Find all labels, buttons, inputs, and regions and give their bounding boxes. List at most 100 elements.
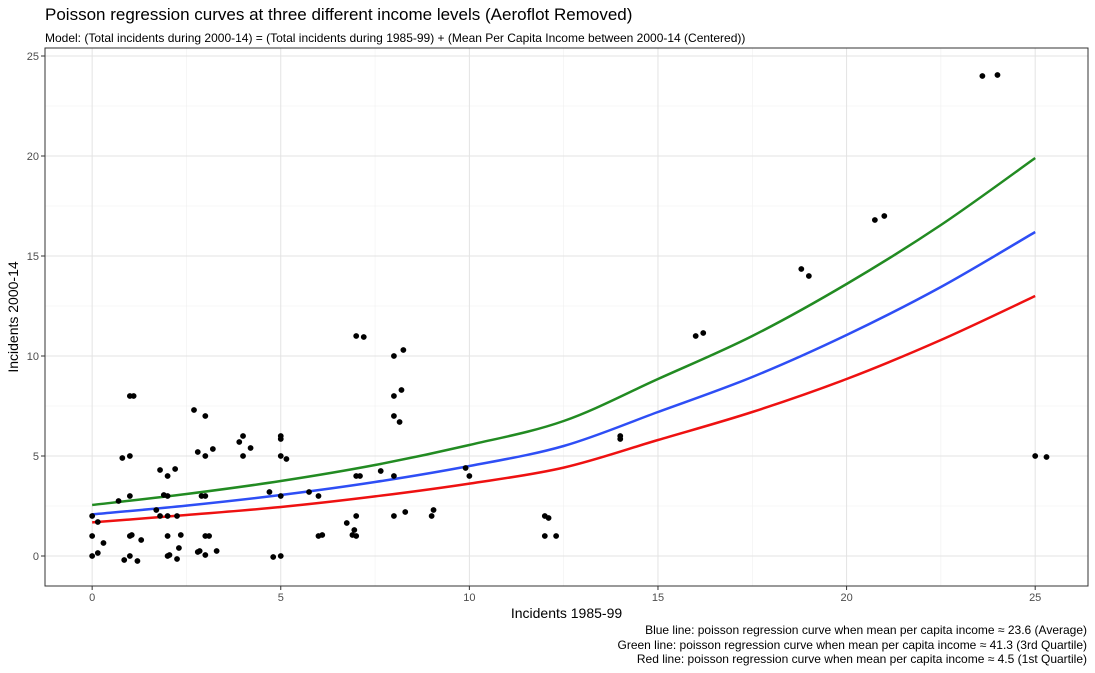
data-point — [270, 554, 277, 560]
data-point — [164, 493, 171, 499]
data-point — [353, 333, 360, 339]
data-point — [119, 455, 126, 461]
data-point — [343, 520, 350, 526]
chart-subtitle: Model: (Total incidents during 2000-14) … — [45, 31, 746, 45]
caption: Blue line: poisson regression curve when… — [618, 623, 1088, 667]
data-point — [391, 413, 397, 419]
data-point — [247, 445, 254, 451]
x-axis: 0 5 10 15 20 25 — [89, 586, 1041, 604]
blue-line-curve — [92, 230, 1036, 516]
y-tick-label: 20 — [27, 151, 39, 163]
data-point — [89, 533, 96, 539]
data-point — [617, 436, 624, 442]
panel-background — [45, 48, 1088, 586]
green-line-curve — [92, 156, 1036, 507]
x-tick-label: 10 — [463, 592, 475, 604]
data-point — [153, 507, 160, 513]
data-point — [177, 532, 184, 538]
data-point — [1043, 454, 1050, 460]
y-tick-label: 15 — [27, 251, 39, 263]
data-point — [100, 540, 107, 546]
data-point — [202, 552, 209, 558]
x-axis-title: Incidents 1985-99 — [511, 605, 623, 621]
data-point — [805, 273, 812, 279]
data-point — [157, 467, 163, 473]
data-point — [213, 548, 220, 554]
data-point — [994, 72, 1001, 78]
data-point — [396, 419, 403, 425]
data-point — [194, 449, 201, 455]
data-point — [360, 334, 367, 340]
x-tick-label: 20 — [840, 592, 852, 604]
data-point — [166, 552, 173, 558]
data-point — [353, 533, 360, 539]
data-point — [94, 519, 101, 525]
data-point — [138, 537, 145, 543]
data-point — [377, 468, 384, 474]
caption-red-line: Red line: poisson regression curve when … — [636, 652, 1087, 666]
data-point — [236, 439, 243, 445]
data-point — [174, 513, 180, 519]
data-point — [353, 513, 360, 519]
data-point — [871, 217, 878, 223]
y-tick-label: 0 — [33, 551, 39, 563]
data-point — [428, 513, 435, 519]
data-point — [277, 553, 284, 559]
data-point — [351, 527, 358, 533]
data-point — [277, 493, 284, 499]
data-point — [191, 407, 197, 413]
y-tick-label: 10 — [27, 351, 39, 363]
data-point — [315, 493, 322, 499]
data-point — [391, 393, 397, 399]
data-point — [128, 532, 135, 538]
data-point — [319, 532, 326, 538]
x-tick-label: 25 — [1029, 592, 1041, 604]
data-point — [1032, 453, 1039, 459]
x-tick-label: 5 — [278, 592, 284, 604]
data-point — [402, 509, 409, 515]
data-point — [164, 533, 171, 539]
data-points — [89, 72, 1050, 564]
data-point — [89, 513, 96, 519]
data-point — [545, 515, 552, 521]
data-point — [196, 548, 203, 554]
data-point — [206, 533, 212, 539]
panel-border — [44, 47, 1089, 587]
data-point — [277, 453, 284, 459]
chart-title: Poisson regression curves at three diffe… — [45, 5, 633, 24]
data-point — [202, 413, 209, 419]
data-point — [277, 436, 284, 442]
data-point — [134, 558, 141, 564]
data-point — [700, 330, 707, 336]
data-point — [176, 545, 182, 551]
data-point — [400, 347, 407, 353]
data-point — [202, 453, 209, 459]
data-point — [430, 507, 437, 513]
data-point — [466, 473, 473, 479]
data-point — [121, 557, 128, 563]
data-point — [283, 456, 290, 462]
data-point — [126, 553, 133, 559]
regression-curves — [92, 156, 1036, 524]
data-point — [979, 73, 986, 79]
data-point — [126, 493, 133, 499]
data-point — [391, 473, 397, 479]
data-point — [89, 553, 96, 559]
data-point — [164, 473, 171, 479]
data-point — [130, 393, 137, 399]
data-point — [172, 466, 179, 472]
data-point — [462, 465, 469, 471]
y-axis-title: Incidents 2000-14 — [5, 261, 21, 373]
data-point — [398, 387, 405, 393]
data-point — [157, 513, 163, 519]
data-point — [391, 353, 397, 359]
y-tick-label: 5 — [33, 451, 39, 463]
data-point — [541, 533, 548, 539]
data-point — [553, 533, 560, 539]
y-axis: 0 5 10 15 20 25 — [27, 51, 45, 563]
data-point — [240, 433, 246, 439]
data-point — [126, 453, 133, 459]
data-point — [266, 489, 273, 495]
red-line-curve — [92, 294, 1036, 524]
